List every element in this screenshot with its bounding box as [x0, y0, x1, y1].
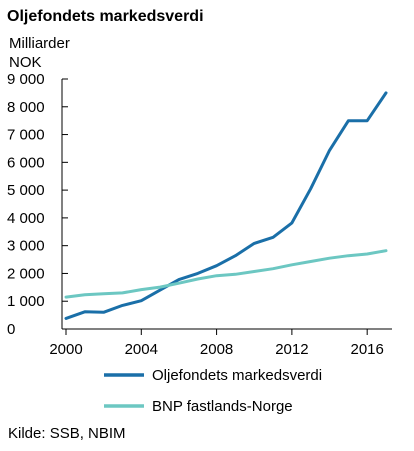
y-tick-label: 4 000 — [7, 210, 45, 227]
series-line-oljefondet — [64, 91, 388, 320]
y-axis-ticks: 0 1 000 2 000 3 000 4 000 5 000 6 000 7 000 8 00… — [7, 71, 68, 338]
x-tick-label: 2012 — [275, 341, 308, 358]
series-line-bnp — [64, 249, 388, 299]
legend-label-bnp: BNP fastlands-Norge — [152, 398, 293, 415]
y-tick-label: 3 000 — [7, 238, 45, 255]
x-tick-label: 2008 — [200, 341, 233, 358]
y-tick-label: 6 000 — [7, 154, 45, 171]
y-unit-label-line-1: Milliarder — [9, 35, 70, 52]
y-tick-label: 0 — [7, 321, 15, 338]
source-note: Kilde: SSB, NBIM — [8, 425, 126, 442]
x-tick-label: 2000 — [49, 341, 82, 358]
legend-label-oljefondet: Oljefondets markedsverdi — [152, 367, 322, 384]
chart-title: Oljefondets markedsverdi — [7, 8, 204, 25]
x-tick-label: 2016 — [350, 341, 383, 358]
y-unit-label-line-2: NOK — [9, 54, 42, 71]
y-tick-label: 1 000 — [7, 293, 45, 310]
legend: Oljefondets markedsverdi BNP fastlands-N… — [104, 367, 322, 415]
y-tick-label: 5 000 — [7, 182, 45, 199]
y-tick-label: 9 000 — [7, 71, 45, 88]
series-lines — [64, 91, 388, 320]
x-axis-ticks: 2000 2004 2008 2012 2016 — [49, 329, 384, 358]
y-tick-label: 7 000 — [7, 127, 45, 144]
y-tick-label: 2 000 — [7, 265, 45, 282]
x-tick-label: 2004 — [125, 341, 158, 358]
y-tick-label: 8 000 — [7, 99, 45, 116]
